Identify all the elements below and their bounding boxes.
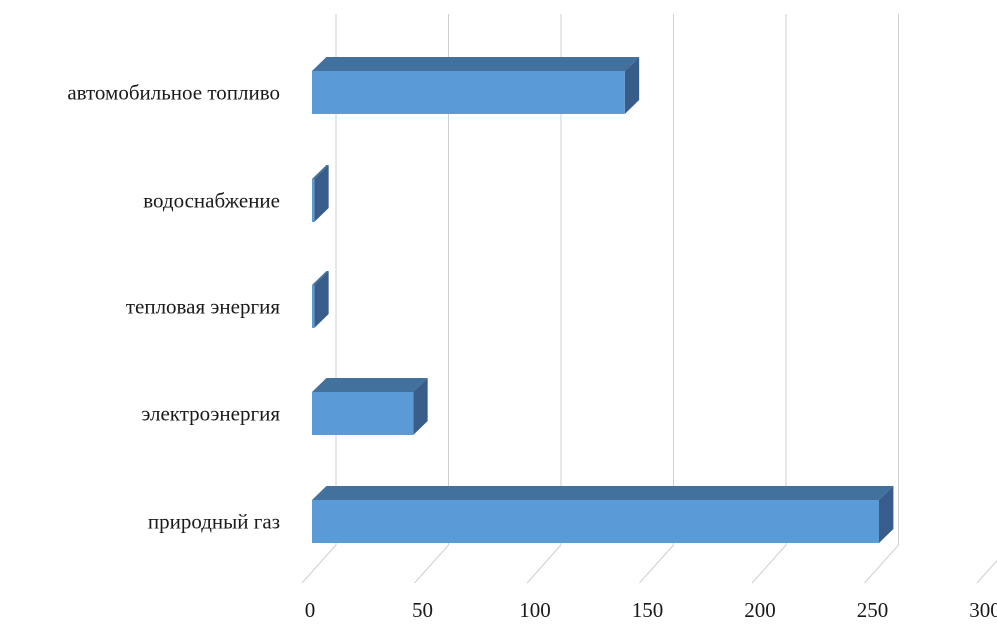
bars (312, 57, 894, 543)
bar-side-2 (314, 165, 329, 222)
bar-3 (312, 271, 329, 328)
bar-side-3 (314, 271, 329, 328)
category-label-4: электроэнергия (141, 402, 280, 426)
category-label-1: автомобильное топливо (67, 81, 280, 105)
tick-label-50: 50 (412, 598, 433, 622)
bar-top-3 (312, 271, 329, 285)
floor-gridline-200 (751, 544, 787, 584)
tick-label-150: 150 (632, 598, 664, 622)
bar-1 (312, 57, 640, 114)
bar-top-2 (312, 165, 329, 179)
category-label-3: тепловая энергия (126, 295, 281, 319)
category-label-5: природный газ (148, 510, 280, 534)
bar-side-5 (879, 486, 894, 543)
bar-4 (312, 378, 428, 435)
tick-label-100: 100 (519, 598, 551, 622)
bar-5 (312, 486, 894, 543)
floor-gridline-250 (864, 544, 899, 584)
bar-front-4 (312, 392, 414, 435)
bar-2 (312, 165, 329, 222)
tick-label-200: 200 (744, 598, 776, 622)
category-label-2: водоснабжение (143, 189, 280, 213)
tick-label-0: 0 (305, 598, 316, 622)
bar-front-3 (312, 285, 315, 328)
floor-gridline-150 (639, 544, 674, 584)
bar-front-1 (312, 71, 625, 114)
bar-side-1 (624, 57, 640, 114)
bar-top-1 (312, 57, 640, 71)
category-labels: автомобильное топливо водоснабжение теплов… (67, 81, 280, 534)
bar-top-4 (312, 378, 428, 392)
bar-side-4 (413, 378, 428, 435)
tick-labels: 0 50 100 150 200 250 300 (305, 598, 997, 622)
floor-gridline-300 (976, 559, 997, 584)
tick-label-300: 300 (969, 598, 997, 622)
bar-top-5 (312, 486, 894, 500)
floor-gridline-0 (301, 544, 337, 584)
floor-gridline-100 (526, 544, 562, 584)
bar-front-2 (312, 179, 315, 222)
bar-front-5 (312, 500, 879, 543)
floor-gridline-50 (414, 544, 449, 584)
tick-label-250: 250 (857, 598, 889, 622)
